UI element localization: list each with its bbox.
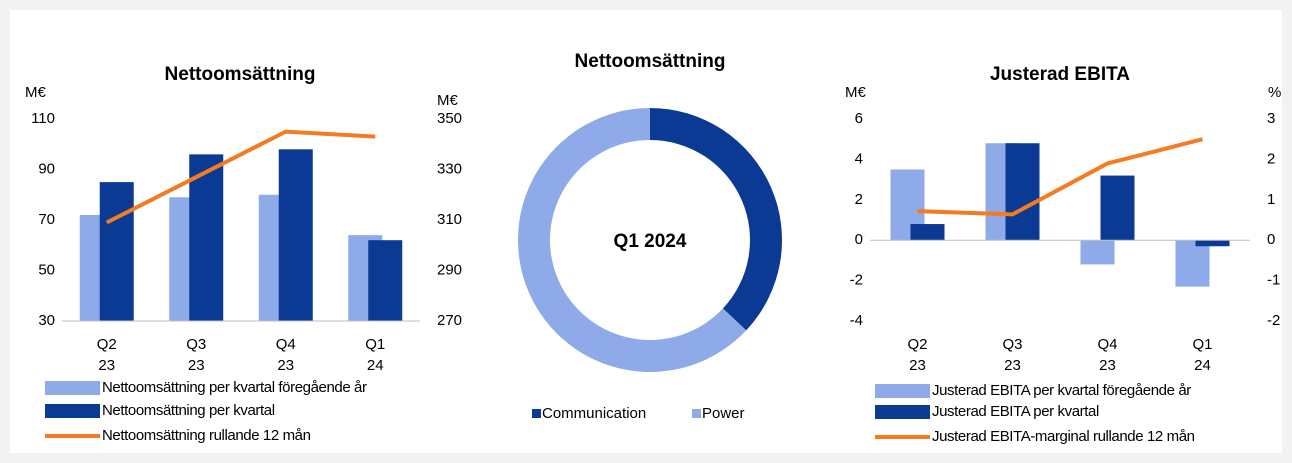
bar	[99, 182, 134, 321]
y-axis-label: M€	[25, 84, 46, 101]
x-tick-label: 23	[188, 357, 205, 374]
x-tick-label: 23	[909, 357, 926, 374]
x-tick-label: Q1	[365, 336, 385, 353]
bar	[368, 240, 403, 321]
y2-tick-label: 310	[437, 211, 462, 228]
legend-label: Justerad EBITA per kvartal föregående år	[932, 382, 1191, 399]
line	[917, 137, 1203, 217]
y-tick-label: 90	[38, 160, 55, 177]
x-tick-label: Q4	[276, 336, 296, 353]
center-label: Q1 2024	[614, 231, 687, 252]
legend-swatch	[45, 404, 100, 418]
y2-tick-label: 270	[437, 312, 462, 329]
y2-tick-label: 2	[1267, 150, 1275, 167]
line	[105, 129, 376, 225]
donut-slice	[518, 108, 747, 372]
y2-axis-label: M€	[437, 92, 458, 109]
chart-title: Justerad EBITA	[990, 64, 1130, 85]
x-tick-label: Q4	[1097, 336, 1117, 353]
legend-label: Justerad EBITA-marginal rullande 12 mån	[932, 428, 1195, 445]
y-tick-label: 70	[38, 211, 55, 228]
legend-label: Communication	[542, 405, 646, 422]
x-tick-label: Q3	[186, 336, 206, 353]
legend-swatch	[875, 405, 930, 419]
donut-slice	[650, 108, 783, 331]
legend-label: Justerad EBITA per kvartal	[932, 403, 1099, 420]
y2-tick-label: 330	[437, 160, 462, 177]
y2-tick-label: 3	[1267, 110, 1275, 127]
legend-swatch	[692, 409, 701, 418]
y-tick-label: 0	[855, 231, 863, 248]
x-tick-label: 24	[367, 357, 384, 374]
legend-swatch	[45, 381, 100, 395]
legend-label: Nettoomsättning per kvartal föregående å…	[102, 379, 367, 396]
y-tick-label: 30	[38, 312, 55, 329]
bar	[1100, 175, 1135, 241]
legend-swatch	[875, 384, 930, 398]
bar	[1195, 240, 1230, 247]
chart-title: Nettoomsättning	[165, 64, 316, 85]
bar	[1080, 240, 1115, 265]
x-tick-label: 23	[277, 357, 294, 374]
legend-label: Nettoomsättning per kvartal	[102, 402, 275, 419]
x-tick-label: Q2	[907, 336, 927, 353]
y-tick-label: 110	[31, 110, 55, 127]
bar	[278, 149, 313, 321]
y-tick-label: 50	[38, 261, 55, 278]
bar	[1005, 143, 1040, 241]
x-tick-label: Q3	[1002, 336, 1022, 353]
legend-label: Nettoomsättning rullande 12 mån	[102, 427, 311, 444]
y2-tick-label: 0	[1267, 231, 1275, 248]
bar	[1175, 240, 1210, 287]
y2-axis-label: %	[1268, 84, 1281, 101]
y2-tick-label: 1	[1267, 191, 1275, 208]
x-tick-label: 23	[98, 357, 115, 374]
y2-tick-label: -2	[1267, 312, 1280, 329]
x-tick-label: 23	[1004, 357, 1021, 374]
y-tick-label: 6	[855, 110, 863, 127]
y2-tick-label: 350	[437, 110, 462, 127]
bar	[189, 154, 224, 321]
chart-title: Nettoomsättning	[575, 51, 726, 72]
x-tick-label: Q1	[1192, 336, 1212, 353]
bar	[910, 224, 945, 241]
x-tick-label: 23	[1099, 357, 1116, 374]
y-axis-label: M€	[845, 84, 866, 101]
y-tick-label: -2	[850, 272, 863, 289]
x-tick-label: 24	[1194, 357, 1211, 374]
y-tick-label: 4	[855, 150, 863, 167]
y2-tick-label: -1	[1267, 272, 1280, 289]
legend-swatch	[532, 409, 541, 418]
legend-label: Power	[702, 405, 745, 422]
x-tick-label: Q2	[97, 336, 117, 353]
y-tick-label: -4	[850, 312, 863, 329]
y2-tick-label: 290	[437, 261, 462, 278]
y-tick-label: 2	[855, 191, 863, 208]
